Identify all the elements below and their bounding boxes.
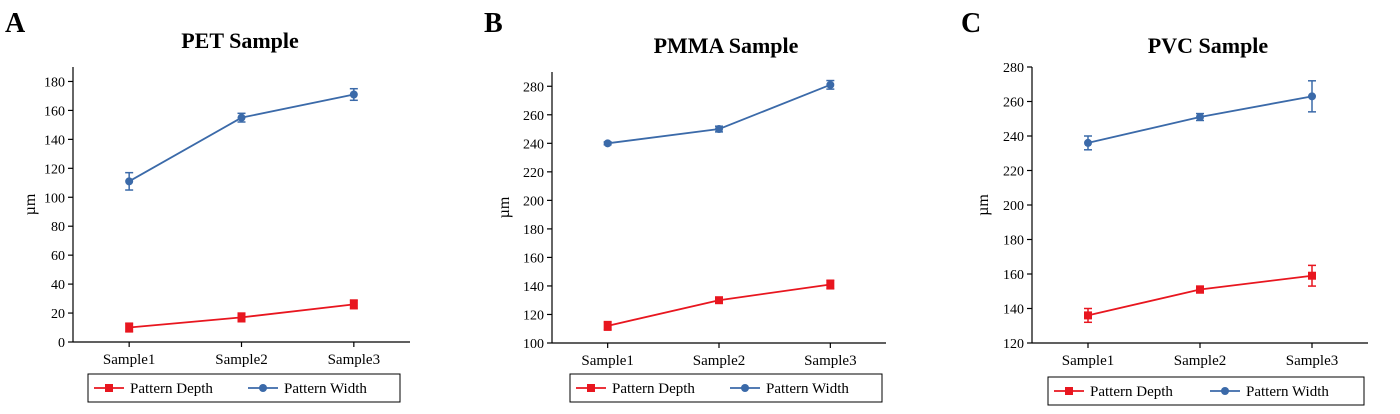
chart-title: PMMA Sample xyxy=(654,33,799,58)
y-axis-title: µm xyxy=(496,196,513,218)
series-line-pattern-depth xyxy=(607,283,831,327)
y-tick-label: 240 xyxy=(523,137,544,152)
y-tick-label: 80 xyxy=(51,220,65,235)
data-point xyxy=(1196,285,1204,294)
y-axis-title: µm xyxy=(975,194,992,216)
y-tick-label: 280 xyxy=(523,80,544,95)
y-tick-label: 180 xyxy=(1003,234,1024,249)
chart-title: PVC Sample xyxy=(1148,33,1269,58)
data-point xyxy=(125,177,134,186)
series-line-pattern-depth xyxy=(1087,274,1313,317)
legend-box xyxy=(1047,376,1365,406)
y-tick-label: 140 xyxy=(1003,303,1024,318)
y-tick-label: 100 xyxy=(523,337,544,352)
data-point xyxy=(1308,92,1316,101)
series-line-pattern-width xyxy=(607,84,831,145)
panel-label: B xyxy=(484,8,503,39)
legend-label: Pattern Width xyxy=(766,381,849,397)
legend-marker xyxy=(1221,387,1229,395)
x-tick-label: Sample2 xyxy=(693,353,746,369)
y-tick-label: 260 xyxy=(523,109,544,124)
data-point xyxy=(715,125,723,134)
y-tick-label: 200 xyxy=(1003,199,1024,214)
data-point xyxy=(237,313,246,322)
legend-box xyxy=(87,373,401,403)
legend-marker xyxy=(1065,387,1073,395)
legend-label: Pattern Width xyxy=(1246,384,1329,400)
x-tick-label: Sample3 xyxy=(328,352,381,368)
y-tick-label: 160 xyxy=(523,251,544,266)
y-tick-label: 220 xyxy=(523,166,544,181)
x-tick-label: Sample1 xyxy=(1062,353,1115,369)
legend-marker xyxy=(741,384,749,392)
data-point xyxy=(1084,311,1092,320)
data-point xyxy=(1084,138,1092,147)
y-tick-label: 180 xyxy=(523,223,544,238)
data-point xyxy=(603,139,612,148)
y-axis-title: µm xyxy=(22,193,39,215)
y-tick-label: 140 xyxy=(523,280,544,295)
y-tick-label: 160 xyxy=(1003,268,1024,283)
data-point xyxy=(826,280,835,289)
y-tick-label: 140 xyxy=(44,133,65,148)
chart-title: PET Sample xyxy=(181,28,299,53)
y-tick-label: 240 xyxy=(1003,130,1024,145)
y-tick-label: 200 xyxy=(523,194,544,209)
y-tick-label: 40 xyxy=(51,278,65,293)
data-point xyxy=(826,80,835,89)
legend-label: Pattern Depth xyxy=(612,381,695,397)
series-line-pattern-width xyxy=(128,93,355,183)
data-point xyxy=(1308,271,1316,280)
data-point xyxy=(125,323,134,332)
legend-marker xyxy=(587,384,595,392)
data-point xyxy=(715,296,723,305)
panel-label: A xyxy=(5,8,26,39)
x-tick-label: Sample2 xyxy=(1174,353,1227,369)
y-tick-label: 60 xyxy=(51,249,65,264)
x-tick-label: Sample3 xyxy=(1286,353,1339,369)
x-tick-label: Sample2 xyxy=(215,352,268,368)
y-tick-label: 20 xyxy=(51,307,65,322)
data-point xyxy=(349,90,358,99)
legend-label: Pattern Width xyxy=(284,381,367,397)
y-tick-label: 260 xyxy=(1003,96,1024,111)
y-tick-label: 120 xyxy=(523,308,544,323)
y-tick-label: 100 xyxy=(44,191,65,206)
data-point xyxy=(1196,113,1204,122)
legend-box xyxy=(569,373,883,403)
legend-label: Pattern Depth xyxy=(130,381,213,397)
y-tick-label: 120 xyxy=(1003,337,1024,352)
panel-label: C xyxy=(961,8,981,39)
y-tick-label: 160 xyxy=(44,104,65,119)
legend-label: Pattern Depth xyxy=(1090,384,1173,400)
y-tick-label: 180 xyxy=(44,75,65,90)
data-point xyxy=(237,113,246,122)
y-tick-label: 0 xyxy=(58,336,65,351)
data-point xyxy=(603,321,612,330)
y-tick-label: 280 xyxy=(1003,61,1024,76)
data-point xyxy=(349,300,358,309)
y-tick-label: 220 xyxy=(1003,165,1024,180)
x-tick-label: Sample3 xyxy=(804,353,857,369)
x-tick-label: Sample1 xyxy=(103,352,156,368)
legend-marker xyxy=(105,384,113,392)
x-tick-label: Sample1 xyxy=(581,353,634,369)
y-tick-label: 120 xyxy=(44,162,65,177)
legend-marker xyxy=(259,384,267,392)
